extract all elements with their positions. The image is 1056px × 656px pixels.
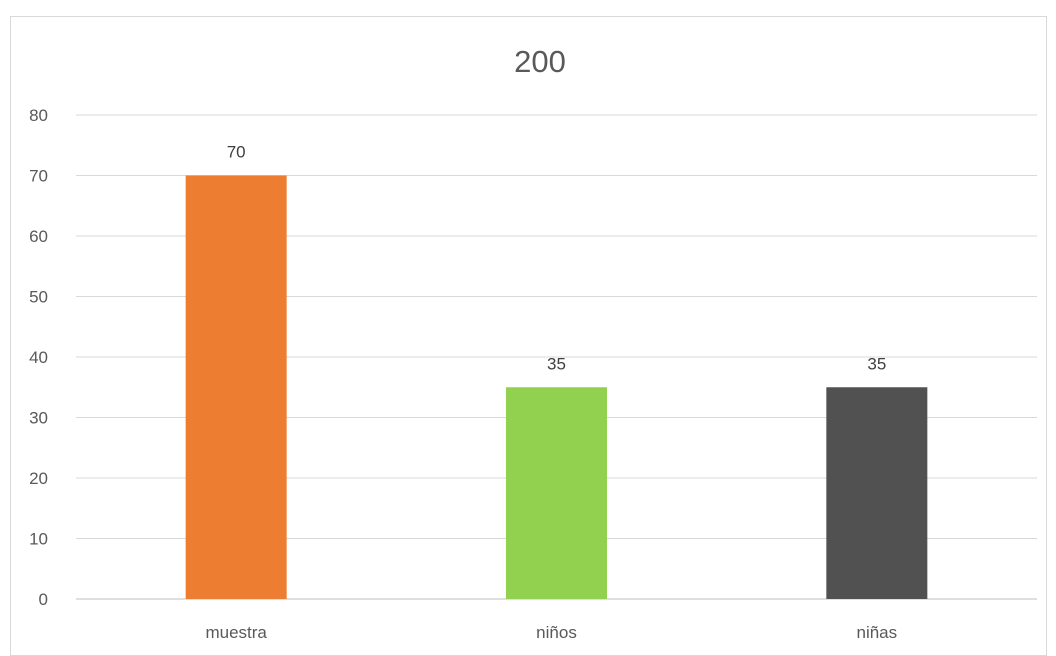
y-tick-label: 50	[29, 288, 48, 307]
x-tick-label: muestra	[205, 623, 267, 642]
y-tick-label: 40	[29, 348, 48, 367]
y-tick-label: 0	[39, 590, 48, 609]
x-axis-ticks: muestra niños niñas	[205, 623, 897, 642]
x-tick-label: niñas	[857, 623, 898, 642]
y-axis-ticks: 0 10 20 30 40 50 60 70 80	[29, 106, 48, 609]
y-tick-label: 20	[29, 469, 48, 488]
bars	[185, 175, 928, 599]
y-tick-label: 80	[29, 106, 48, 125]
bar-0	[185, 175, 287, 599]
data-label: 70	[227, 143, 246, 162]
data-label: 35	[547, 354, 566, 373]
y-tick-label: 70	[29, 167, 48, 186]
bar-2	[826, 387, 928, 599]
y-tick-label: 60	[29, 227, 48, 246]
chart-title: 200	[514, 44, 566, 79]
y-tick-label: 10	[29, 530, 48, 549]
bar-1	[506, 387, 607, 599]
y-tick-label: 30	[29, 409, 48, 428]
data-labels: 70 35 35	[227, 143, 887, 374]
x-tick-label: niños	[536, 623, 577, 642]
data-label: 35	[867, 354, 886, 373]
